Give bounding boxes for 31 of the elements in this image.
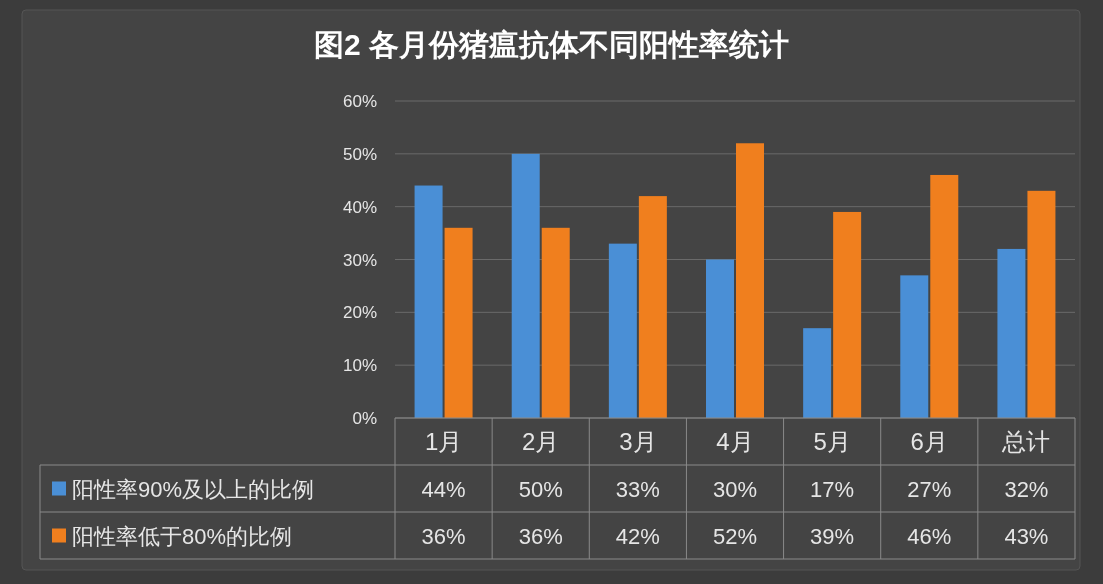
data-label: 44% <box>421 476 466 502</box>
y-tick-label: 0% <box>352 409 377 428</box>
x-tick-label: 1月 <box>424 427 463 455</box>
data-label: 42% <box>615 523 660 549</box>
chart-title: 图2 各月份猪瘟抗体不同阳性率统计 <box>313 28 790 61</box>
data-label: 39% <box>810 523 855 549</box>
data-label: 33% <box>615 476 660 502</box>
data-label: 36% <box>421 523 466 549</box>
x-tick-label: 5月 <box>813 427 851 455</box>
x-tick-label: 3月 <box>619 427 657 455</box>
y-tick-label: 50% <box>342 144 377 164</box>
y-tick-label: 10% <box>342 356 377 376</box>
data-label: 30% <box>712 476 758 502</box>
data-label: 50% <box>518 476 563 502</box>
x-tick-label: 4月 <box>716 427 754 455</box>
data-label: 27% <box>907 476 952 502</box>
legend-label: 阳性率低于80%的比例 <box>72 523 293 549</box>
x-tick-label: 2月 <box>522 427 560 455</box>
data-label: 46% <box>907 523 952 549</box>
x-tick-label: 总计 <box>1001 427 1051 455</box>
data-label: 43% <box>1004 523 1049 549</box>
y-tick-label: 60% <box>342 92 377 111</box>
y-tick-label: 20% <box>342 303 377 323</box>
data-label: 36% <box>518 523 563 549</box>
legend-label: 阳性率90%及以上的比例 <box>72 476 315 502</box>
x-tick-label: 6月 <box>910 427 948 455</box>
y-tick-label: 30% <box>342 250 377 270</box>
data-label: 17% <box>810 476 855 502</box>
data-label: 32% <box>1004 476 1049 502</box>
y-tick-label: 40% <box>342 197 377 217</box>
data-label: 52% <box>712 523 758 549</box>
